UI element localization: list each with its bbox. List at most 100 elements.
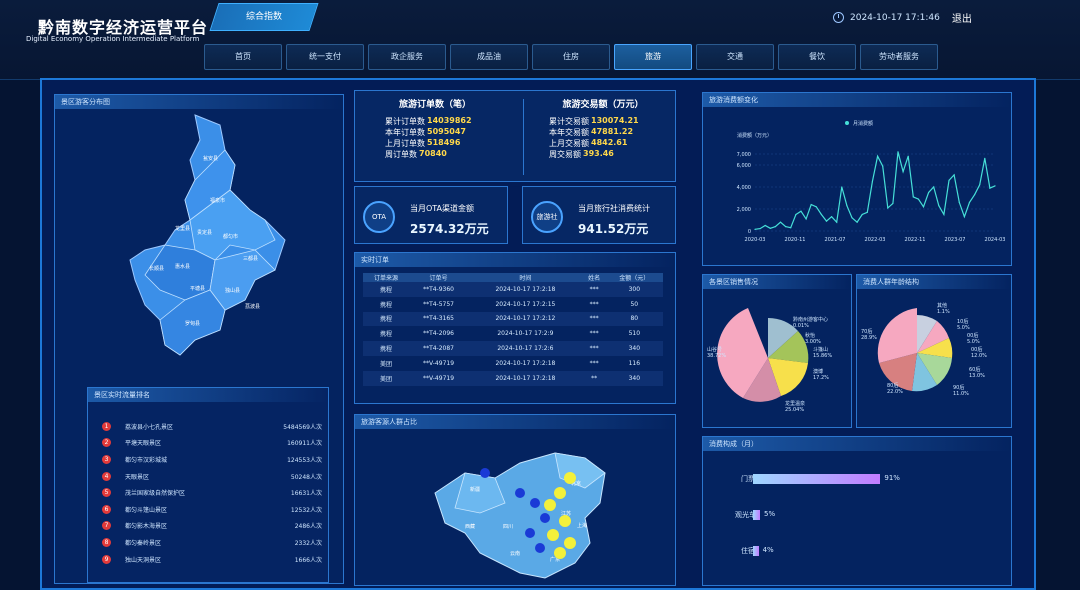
data-point[interactable] — [759, 227, 761, 230]
data-point[interactable] — [928, 191, 930, 194]
data-point[interactable] — [963, 216, 965, 218]
data-point[interactable] — [851, 217, 853, 219]
origin-marker[interactable] — [544, 499, 556, 511]
origin-marker[interactable] — [525, 528, 535, 538]
list-item[interactable]: 2 平塘天眼景区 160911人次 — [102, 435, 322, 452]
pie-slice[interactable] — [768, 331, 809, 363]
agency-kpi[interactable]: 旅游社 当月旅行社消费统计 941.52万元 — [522, 186, 676, 244]
list-item[interactable]: 6 都匀斗篷山景区 12532人次 — [102, 501, 322, 518]
data-point[interactable] — [968, 201, 971, 203]
data-point[interactable] — [994, 185, 996, 187]
table-row[interactable]: 携程 **T4-2087 2024-10-17 17:2:6 *** 340 — [363, 341, 663, 356]
origin-marker[interactable] — [530, 498, 540, 508]
table-row[interactable]: 美团 **V-49719 2024-10-17 17:2:18 ** 340 — [363, 370, 663, 386]
table-row[interactable]: 携程 **T4-9360 2024-10-17 17:2:18 *** 300 — [363, 282, 663, 297]
data-point[interactable] — [897, 151, 899, 153]
data-point[interactable] — [836, 221, 838, 223]
pie-slice[interactable] — [917, 353, 952, 385]
data-point[interactable] — [810, 204, 812, 206]
origin-marker[interactable] — [540, 513, 550, 523]
list-item[interactable]: 8 都匀秦岭景区 2332人次 — [102, 534, 322, 551]
data-point[interactable] — [882, 165, 884, 167]
data-point[interactable] — [820, 213, 822, 216]
column-header[interactable]: 时间 — [468, 273, 583, 282]
china-map[interactable]: 新疆 西藏 四川 云南 北京 上海 江苏 广东 — [425, 433, 615, 583]
table-row[interactable]: 携程 **T4-5757 2024-10-17 17:2:15 *** 50 — [363, 297, 663, 312]
age-structure-pie[interactable]: 其他 1.1% 10后 5.0% 00后 5.0% 00后 12.0% 60后 … — [857, 293, 1009, 427]
tab-payment[interactable]: 统一支付 — [286, 44, 364, 70]
tab-gov-service[interactable]: 政企服务 — [368, 44, 446, 70]
pie-slice[interactable] — [879, 353, 917, 391]
data-point[interactable] — [948, 179, 950, 181]
list-item[interactable]: 3 都匀市汉彩城城 124553人次 — [102, 451, 322, 468]
data-point[interactable] — [866, 211, 868, 213]
data-point[interactable] — [922, 206, 925, 208]
data-point[interactable] — [846, 205, 848, 207]
list-item[interactable]: 1 荔波县小七孔景区 5484569人次 — [102, 418, 322, 435]
data-point[interactable] — [871, 180, 874, 183]
data-point[interactable] — [984, 157, 986, 159]
data-point[interactable] — [979, 184, 981, 186]
origin-marker[interactable] — [535, 543, 545, 553]
column-header[interactable]: 订单号 — [408, 273, 469, 282]
list-item[interactable]: 5 茂兰国家级自然保护区 16631人次 — [102, 484, 322, 501]
data-point[interactable] — [764, 224, 766, 227]
data-point[interactable] — [795, 213, 797, 216]
list-item[interactable]: 9 独山天洞景区 1666人次 — [102, 551, 322, 568]
bar-row[interactable]: 观光车 5% — [703, 509, 1013, 521]
data-point[interactable] — [943, 213, 945, 216]
tab-oil[interactable]: 成品油 — [450, 44, 528, 70]
pie-slice[interactable] — [877, 308, 917, 363]
data-point[interactable] — [779, 221, 782, 223]
data-point[interactable] — [989, 187, 991, 189]
data-point[interactable] — [754, 228, 756, 230]
data-point[interactable] — [785, 226, 787, 228]
pie-slice[interactable] — [743, 358, 781, 402]
data-point[interactable] — [790, 227, 792, 229]
data-point[interactable] — [958, 201, 960, 203]
column-header[interactable]: 订单来源 — [363, 273, 409, 282]
table-row[interactable]: 携程 **T4-3165 2024-10-17 17:2:12 *** 80 — [363, 311, 663, 327]
region-map[interactable]: 瓮安县 福泉市 龙里县 贵定县 都匀市 三都县 长顺县 惠水县 平塘县 独山县 … — [125, 110, 295, 360]
table-row[interactable]: 携程 **T4-2096 2024-10-17 17:2:9 *** 510 — [363, 326, 663, 341]
bar-row[interactable]: 住宿 4% — [703, 545, 1013, 557]
origin-marker[interactable] — [564, 472, 576, 484]
data-point[interactable] — [815, 206, 817, 208]
scenic-sales-pie[interactable]: 黔南州游客中心 0.01% 秋怡 3.00% 斗篷山 15.86% 澳博 17.… — [703, 293, 851, 427]
data-point[interactable] — [774, 226, 777, 228]
tab-home[interactable]: 首页 — [204, 44, 282, 70]
list-item[interactable]: 4 天眼景区 50248人次 — [102, 468, 322, 485]
data-point[interactable] — [769, 227, 771, 229]
data-point[interactable] — [887, 207, 889, 209]
tab-labor[interactable]: 劳动者服务 — [860, 44, 938, 70]
data-point[interactable] — [830, 216, 833, 218]
pie-slice[interactable] — [917, 338, 953, 358]
data-point[interactable] — [892, 202, 894, 205]
data-point[interactable] — [938, 205, 940, 207]
data-point[interactable] — [953, 174, 955, 176]
ota-kpi[interactable]: OTA 当月OTA渠道金额 2574.32万元 — [354, 186, 508, 244]
pie-slice[interactable] — [717, 308, 768, 398]
data-point[interactable] — [861, 213, 863, 216]
data-point[interactable] — [805, 218, 807, 220]
data-point[interactable] — [917, 198, 920, 200]
origin-marker[interactable] — [515, 488, 525, 498]
pie-slice[interactable] — [912, 353, 937, 392]
tab-dining[interactable]: 餐饮 — [778, 44, 856, 70]
origin-marker[interactable] — [564, 537, 576, 549]
bar-row[interactable]: 门票 91% — [703, 473, 1013, 485]
data-point[interactable] — [841, 186, 843, 188]
pie-slice[interactable] — [917, 321, 949, 353]
data-point[interactable] — [912, 196, 914, 198]
tab-tourism[interactable]: 旅游 — [614, 44, 692, 70]
data-point[interactable] — [856, 221, 858, 223]
active-module-tab[interactable]: 综合指数 — [209, 3, 319, 31]
column-header[interactable]: 金额（元） — [605, 273, 663, 282]
table-row[interactable]: 美团 **V-49719 2024-10-17 17:2:18 *** 116 — [363, 356, 663, 371]
data-point[interactable] — [933, 186, 935, 188]
data-point[interactable] — [825, 220, 828, 222]
data-point[interactable] — [902, 171, 904, 173]
data-point[interactable] — [876, 155, 879, 157]
origin-marker[interactable] — [480, 468, 490, 478]
